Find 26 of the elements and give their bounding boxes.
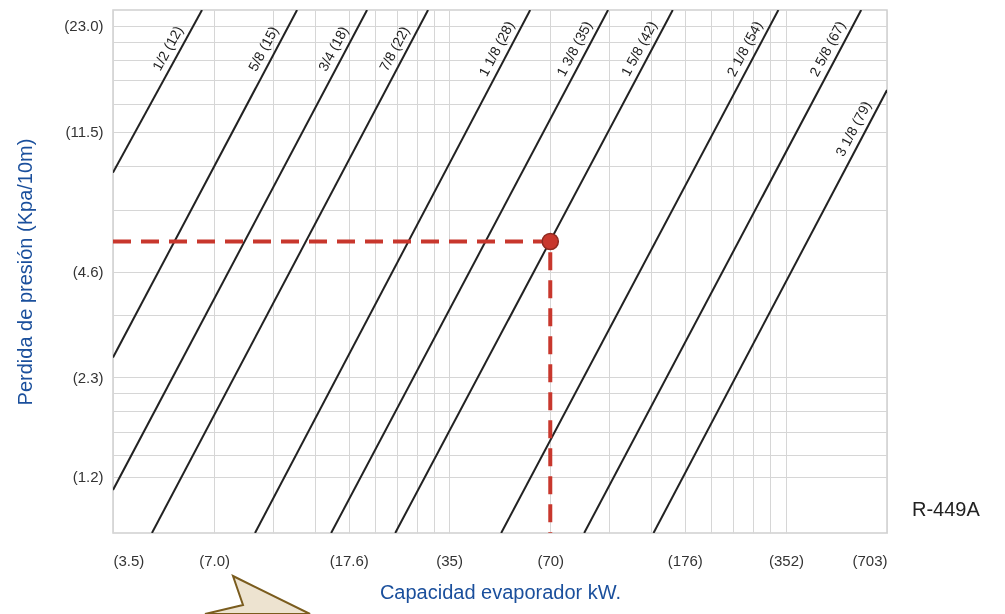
text: 1/2 (12): [148, 23, 187, 74]
x-axis-title: Capacidad evaporador kW.: [379, 580, 622, 603]
x-tick-label: (352): [769, 551, 805, 569]
x-tick-label: (3.5): [113, 551, 145, 569]
y-tick-label: (23.0): [64, 17, 104, 35]
x-tick-label: (17.6): [329, 551, 369, 569]
y-tick-label: (4.6): [72, 263, 104, 281]
text: 3 1/8 (79): [832, 98, 875, 159]
text: R-449A: [912, 498, 980, 521]
text: 7/8 (22): [375, 23, 413, 74]
text: 1 3/8 (35): [552, 18, 596, 79]
text: 2 1/8 (54): [723, 18, 766, 79]
y-tick-label: (11.5): [65, 123, 104, 141]
text: 3/4 (18): [314, 23, 352, 74]
text: 5/8 (15): [244, 23, 282, 74]
y-tick-label: (1.2): [72, 468, 104, 486]
x-tick-label: (703): [852, 551, 888, 569]
text: 1 5/8 (42): [617, 18, 660, 79]
x-tick-label: (70): [537, 551, 565, 569]
text: 1 1/8 (28): [475, 18, 518, 79]
text: 2 5/8 (67): [806, 18, 849, 79]
x-tick-label: (176): [667, 551, 703, 569]
x-tick-label: (35): [436, 551, 463, 569]
x-tick-label: (7.0): [199, 551, 231, 569]
y-tick-label: (2.3): [72, 368, 104, 386]
y-axis-title: Perdida de presión (Kpa/10m): [14, 138, 37, 406]
